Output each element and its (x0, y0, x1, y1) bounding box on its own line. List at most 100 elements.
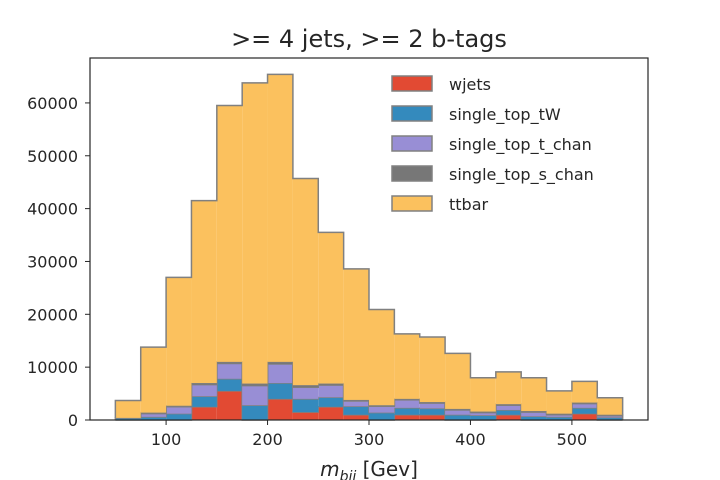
bar-ttbar-325 (394, 333, 420, 399)
bar-ttbar-225 (292, 178, 319, 386)
y-tick-label: 60000 (27, 94, 78, 113)
y-tick-label: 10000 (27, 358, 78, 377)
bar-single-top-t-chan-425 (495, 405, 522, 410)
bar-single-top-t-chan-325 (394, 399, 420, 408)
bar-ttbar-275 (343, 268, 369, 400)
bar-single-top-tW-450 (521, 416, 547, 420)
x-tick-label: 500 (557, 430, 588, 449)
outline-ttbar (114, 73, 624, 418)
bar-ttbar-75 (140, 347, 167, 413)
legend-label: ttbar (449, 195, 489, 214)
legend-swatch (391, 195, 433, 212)
bar-single-top-t-chan-125 (191, 384, 217, 397)
x-axis-label: mbjj [Gev] (320, 457, 418, 480)
bar-wjets-200 (267, 398, 293, 420)
legend-swatch (391, 135, 433, 152)
y-tick-label: 0 (68, 411, 78, 430)
x-tick-label: 400 (455, 430, 486, 449)
bar-single-top-t-chan-525 (597, 415, 623, 418)
bar-single-top-tW-175 (242, 405, 268, 420)
bar-single-top-t-chan-350 (419, 403, 446, 409)
y-axis: 0 10000 20000 30000 40000 50000 60000 (27, 94, 90, 430)
bar-single-top-s-chan-125 (191, 383, 217, 385)
bar-single-top-tW-475 (546, 416, 572, 420)
bar-single-top-t-chan-450 (521, 412, 547, 417)
bar-single-top-t-chan-475 (546, 414, 572, 417)
bar-single-top-tW-525 (597, 417, 623, 420)
bar-ttbar-425 (495, 371, 522, 405)
bar-wjets-350 (419, 414, 446, 420)
bar-single-top-t-chan-250 (318, 385, 344, 398)
legend-swatch (391, 105, 433, 122)
y-tick-label: 50000 (27, 147, 78, 166)
bar-ttbar-175 (242, 82, 268, 384)
bar-ttbar-250 (318, 232, 344, 384)
legend-item-ttbar: ttbar (391, 195, 489, 214)
bar-single-top-t-chan-175 (242, 385, 268, 406)
y-tick-label: 40000 (27, 200, 78, 219)
bar-ttbar-500 (571, 381, 598, 403)
bar-single-top-tW-375 (445, 414, 471, 420)
bar-single-top-tW-250 (318, 397, 344, 407)
legend-label: single_top_s_chan (449, 165, 594, 185)
bar-ttbar-375 (445, 353, 471, 409)
bar-single-top-tW-400 (470, 415, 496, 420)
y-tick-label: 30000 (27, 252, 78, 271)
bar-ttbar-400 (470, 377, 496, 412)
bar-single-top-tW-50 (115, 417, 141, 420)
bar-wjets-250 (318, 406, 344, 420)
x-tick-label: 300 (354, 430, 385, 449)
bar-single-top-s-chan-200 (267, 361, 293, 364)
legend-label: single_top_t_chan (449, 135, 592, 155)
bar-single-top-tW-275 (343, 406, 369, 415)
bar-single-top-tW-75 (140, 416, 167, 420)
legend-item-wjets: wjets (391, 75, 491, 94)
legend-item-single-top-t-chan: single_top_t_chan (391, 135, 592, 155)
bar-ttbar-125 (191, 200, 217, 384)
bar-single-top-s-chan-150 (216, 361, 243, 364)
bar-single-top-tW-500 (571, 407, 598, 414)
bar-ttbar-100 (166, 277, 192, 406)
bar-single-top-t-chan-150 (216, 363, 243, 379)
bar-single-top-t-chan-300 (369, 406, 395, 413)
bar-ttbar-525 (597, 397, 623, 415)
bar-ttbar-300 (369, 309, 395, 406)
bar-wjets-275 (343, 414, 369, 420)
bar-wjets-125 (191, 406, 217, 420)
bar-single-top-tW-100 (166, 413, 192, 420)
bar-single-top-t-chan-200 (267, 363, 293, 384)
bar-ttbar-350 (419, 337, 446, 403)
bar-wjets-425 (495, 414, 522, 420)
bar-single-top-t-chan-375 (445, 409, 471, 415)
bar-single-top-tW-325 (394, 407, 420, 415)
x-tick-label: 200 (252, 430, 283, 449)
bar-single-top-tW-200 (267, 383, 293, 399)
bar-single-top-tW-300 (369, 412, 395, 420)
bar-single-top-t-chan-100 (166, 406, 192, 414)
chart-title: >= 4 jets, >= 2 b-tags (231, 25, 507, 53)
legend: wjets single_top_tW single_top_t_chansingl… (391, 75, 594, 214)
legend-label: wjets (449, 75, 491, 94)
bar-wjets-225 (292, 412, 319, 420)
x-tick-label: 100 (151, 430, 182, 449)
bar-single-top-tW-425 (495, 409, 522, 415)
bar-ttbar-200 (267, 74, 293, 362)
bar-single-top-s-chan-250 (318, 383, 344, 386)
bar-single-top-tW-350 (419, 408, 446, 415)
bar-single-top-t-chan-275 (343, 400, 369, 407)
bar-ttbar-450 (521, 377, 547, 412)
x-axis: 100 200 300 400 500 (151, 420, 587, 449)
bar-single-top-t-chan-500 (571, 403, 598, 408)
y-tick-label: 20000 (27, 305, 78, 324)
legend-item-single-top-tW: single_top_tW (391, 105, 561, 125)
bar-ttbar-475 (546, 390, 572, 414)
bar-wjets-500 (571, 413, 598, 420)
bar-single-top-s-chan-225 (292, 385, 319, 388)
series-ttbar (114, 73, 624, 418)
legend-item-single-top-s-chan: single_top_s_chan (391, 165, 594, 185)
legend-swatch (391, 75, 433, 92)
histogram-bars (114, 73, 624, 421)
bar-ttbar-150 (216, 105, 243, 362)
bar-single-top-t-chan-75 (140, 413, 167, 417)
